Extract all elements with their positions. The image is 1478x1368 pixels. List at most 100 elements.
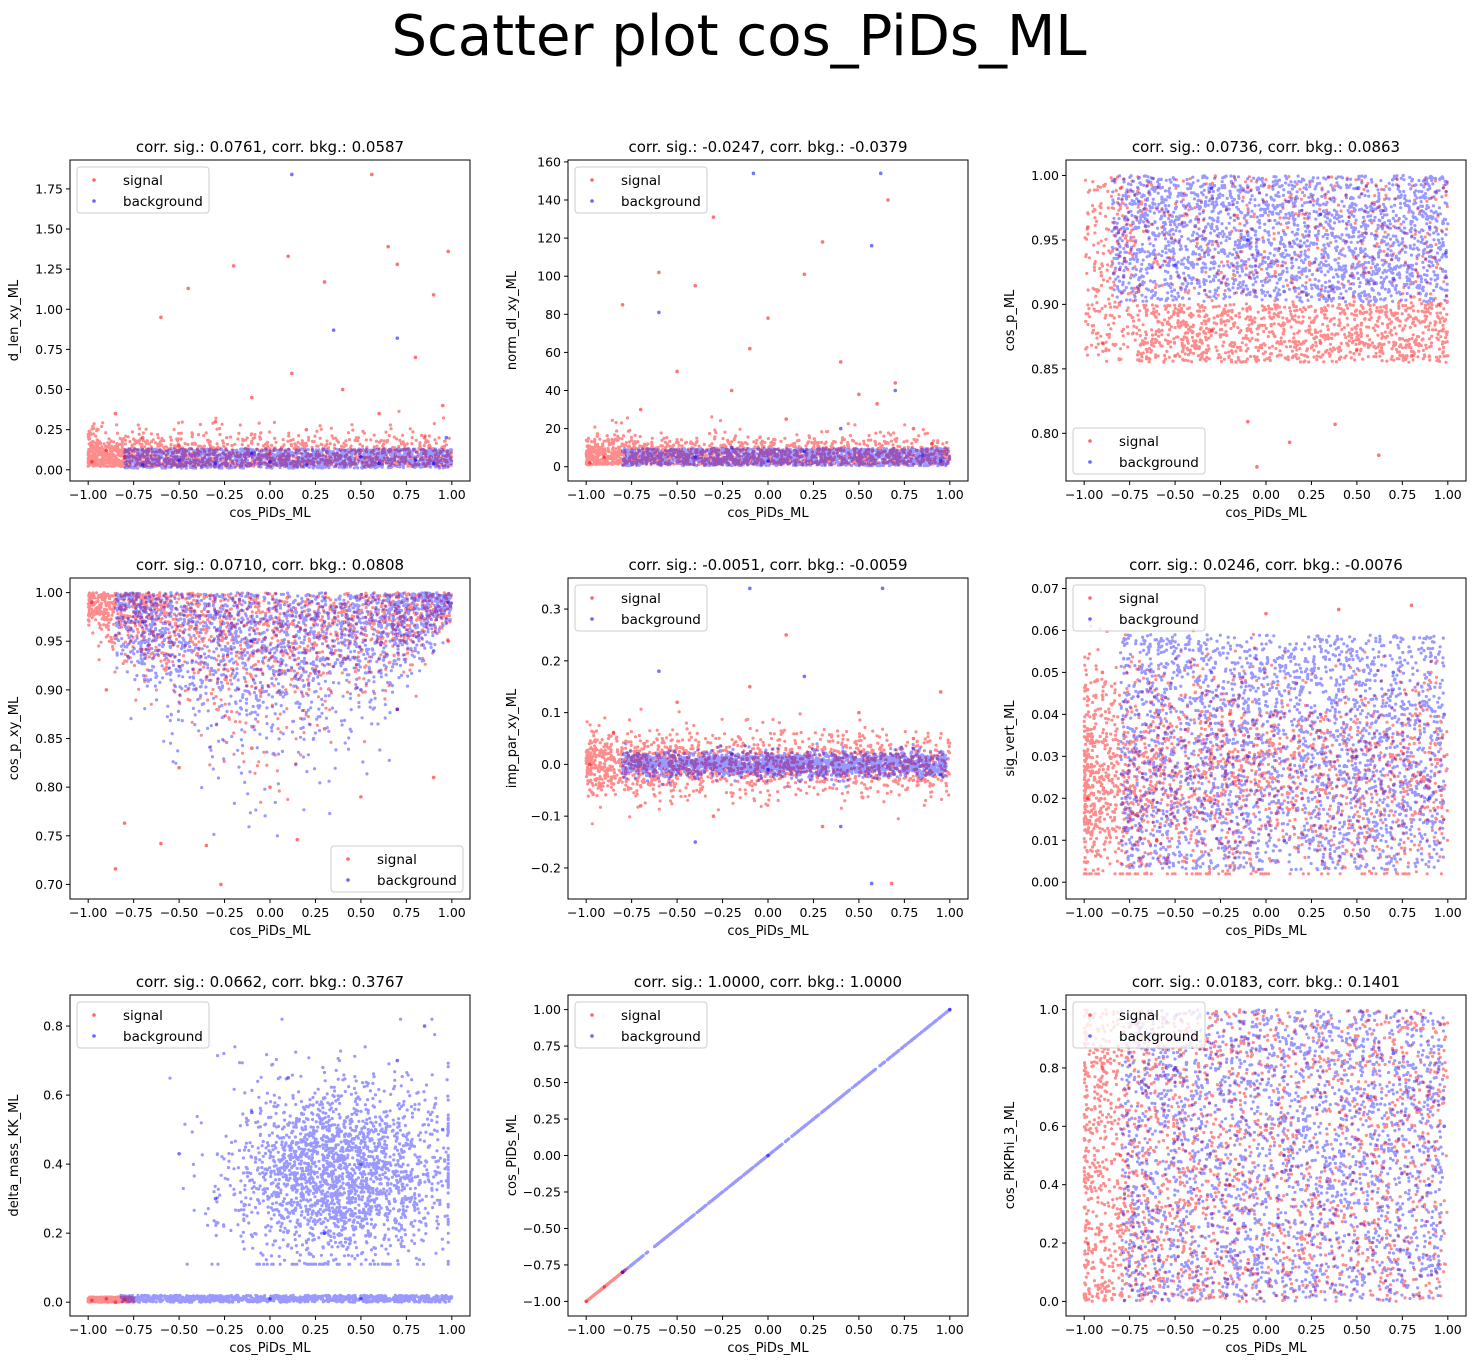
background-point	[322, 1231, 327, 1235]
point-cloud	[1083, 173, 1450, 469]
signal-point	[711, 814, 716, 818]
legend: signal background	[574, 166, 708, 214]
signal-point	[588, 762, 592, 767]
background-point	[802, 449, 807, 454]
background-point	[693, 455, 698, 459]
signal-point	[1255, 465, 1259, 469]
signal-point	[1376, 453, 1381, 458]
signal-point	[748, 684, 752, 689]
x-tick-label: −1.00	[1065, 1322, 1103, 1337]
background-point	[1136, 199, 1141, 204]
signal-point	[213, 419, 218, 424]
signal-point	[250, 746, 254, 751]
signal-point	[784, 417, 788, 421]
signal-point	[1209, 328, 1214, 332]
background-point	[359, 455, 363, 459]
y-tick-label: 0.04	[1031, 707, 1059, 722]
signal-legend-marker	[1088, 1013, 1092, 1017]
y-axis-label: norm_dl_xy_ML	[505, 270, 520, 370]
background-point	[938, 459, 943, 463]
y-tick-label: 0.0	[1039, 1294, 1059, 1309]
x-tick-label: 0.00	[754, 1322, 782, 1337]
background-density	[1119, 1008, 1446, 1303]
y-axis-label: d_len_xy_ML	[7, 279, 22, 361]
background-point	[1173, 263, 1177, 268]
legend-label: signal	[621, 173, 661, 189]
signal-point	[584, 1299, 588, 1304]
subplot-2: corr. sig.: -0.0247, corr. bkg.: -0.0379…	[505, 138, 969, 521]
x-axis-label: cos_PiDs_ML	[727, 924, 809, 939]
y-tick-label: 0.2	[1039, 1236, 1059, 1251]
signal-legend-marker	[346, 857, 350, 861]
background-point	[1355, 754, 1359, 759]
signal-point	[395, 262, 400, 267]
background-point	[1355, 1241, 1359, 1245]
x-tick-label: 1.00	[1434, 1322, 1462, 1337]
x-tick-label: 0.75	[1388, 487, 1416, 502]
signal-point	[1264, 611, 1268, 616]
x-tick-label: −0.50	[1156, 905, 1194, 920]
signal-point	[286, 254, 290, 259]
background-point	[729, 445, 734, 450]
x-tick-label: −1.00	[69, 905, 107, 920]
x-tick-label: 0.75	[1388, 1322, 1416, 1337]
signal-point	[820, 240, 825, 244]
background-density	[119, 1017, 454, 1304]
signal-legend-marker	[1088, 596, 1092, 600]
signal-point	[413, 355, 418, 360]
legend-label: background	[621, 1029, 701, 1045]
background-point	[1282, 1153, 1286, 1158]
x-tick-label: −0.50	[160, 905, 198, 920]
background-point	[1282, 289, 1286, 294]
subplot-7: corr. sig.: 0.0662, corr. bkg.: 0.3767 −1…	[7, 973, 471, 1356]
background-point	[1209, 186, 1214, 191]
background-point	[1318, 1095, 1323, 1099]
signal-point	[729, 388, 734, 393]
x-axis-label: cos_PiDs_ML	[229, 506, 311, 521]
legend-label: signal	[1119, 1008, 1159, 1024]
signal-point	[638, 804, 643, 808]
background-point	[1136, 1124, 1141, 1129]
y-tick-label: −0.1	[531, 809, 561, 824]
signal-point	[1173, 354, 1177, 358]
legend: signal background	[574, 584, 708, 632]
x-axis-label: cos_PiDs_ML	[727, 1341, 809, 1356]
background-point	[1282, 838, 1286, 843]
background-point	[1391, 276, 1396, 281]
background-legend-marker	[346, 878, 350, 882]
x-tick-label: −0.25	[703, 905, 741, 920]
background-density	[1119, 633, 1446, 872]
y-axis-label: cos_PiKPhi_3_ML	[1003, 1101, 1018, 1209]
background-point	[1391, 1051, 1396, 1056]
background-point	[766, 767, 770, 772]
x-tick-label: −0.75	[612, 1322, 650, 1337]
x-tick-label: −0.75	[612, 487, 650, 502]
y-tick-label: 0.95	[1031, 232, 1059, 247]
background-point	[268, 1296, 272, 1301]
subplot-title: corr. sig.: 0.0710, corr. bkg.: 0.0808	[136, 556, 404, 574]
x-tick-label: −0.50	[1156, 487, 1194, 502]
point-cloud	[86, 172, 454, 470]
signal-point	[857, 710, 861, 715]
signal-point	[1100, 341, 1105, 345]
x-axis-label: cos_PiDs_ML	[229, 1341, 311, 1356]
signal-point	[1155, 1270, 1159, 1275]
x-tick-label: 0.25	[800, 487, 828, 502]
y-tick-label: 1.75	[35, 181, 63, 196]
signal-point	[1442, 1022, 1446, 1026]
legend: signal background	[574, 1001, 708, 1049]
x-tick-label: 1.00	[936, 1322, 964, 1337]
y-tick-label: 0.4	[43, 1157, 63, 1172]
y-axis-label: imp_par_xy_ML	[505, 688, 520, 788]
signal-point	[1409, 354, 1414, 358]
y-tick-label: 1.00	[533, 1002, 561, 1017]
subplot-title: corr. sig.: 0.0246, corr. bkg.: -0.0076	[1129, 556, 1403, 574]
legend-label: signal	[1119, 434, 1159, 450]
background-legend-marker	[590, 617, 594, 621]
x-tick-label: 0.00	[256, 905, 284, 920]
y-tick-label: 0.01	[1031, 833, 1059, 848]
point-cloud	[86, 591, 454, 887]
background-density	[123, 447, 454, 470]
signal-point	[1373, 1095, 1377, 1099]
